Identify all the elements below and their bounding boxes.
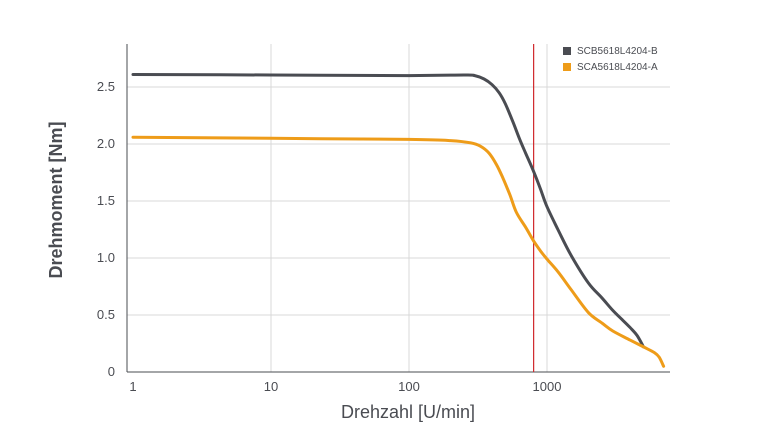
- y-tick-label: 0: [108, 364, 115, 379]
- series-line-1: [131, 73, 645, 349]
- y-tick-label: 2.0: [97, 136, 115, 151]
- grid: [127, 44, 670, 372]
- x-tick-label: 10: [264, 379, 278, 394]
- legend-label: SCA5618L4204-A: [577, 62, 658, 73]
- series-group: [131, 73, 666, 368]
- y-tick-label: 2.5: [97, 79, 115, 94]
- legend-swatch: [563, 63, 571, 71]
- legend-label: SCB5618L4204-B: [577, 46, 658, 57]
- y-axis-title: Drehmoment [Nm]: [46, 121, 66, 278]
- x-tick-label: 100: [398, 379, 420, 394]
- y-tick-labels: 0 0.5 1.0 1.5 2.0 2.5: [97, 79, 115, 379]
- legend: SCB5618L4204-B SCA5618L4204-A: [563, 46, 658, 73]
- y-tick-label: 1.0: [97, 250, 115, 265]
- x-tick-labels: 1 10 100 1000: [129, 379, 561, 394]
- y-tick-label: 0.5: [97, 307, 115, 322]
- x-axis-title: Drehzahl [U/min]: [341, 402, 475, 422]
- x-tick-label: 1: [129, 379, 136, 394]
- y-tick-label: 1.5: [97, 193, 115, 208]
- x-tick-label: 1000: [533, 379, 562, 394]
- series-line-2: [131, 135, 666, 368]
- legend-swatch: [563, 47, 571, 55]
